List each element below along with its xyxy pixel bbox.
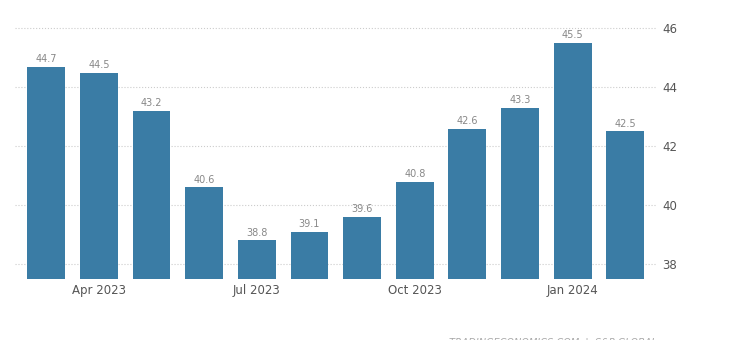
Text: 44.5: 44.5 <box>88 59 110 70</box>
Text: 43.2: 43.2 <box>141 98 162 108</box>
Bar <box>501 108 539 279</box>
Bar <box>554 43 592 279</box>
Bar <box>27 67 65 279</box>
Text: 42.6: 42.6 <box>457 116 478 125</box>
Text: 44.7: 44.7 <box>36 54 57 64</box>
Text: 40.8: 40.8 <box>404 169 426 178</box>
Text: 39.6: 39.6 <box>351 204 373 214</box>
Text: 42.5: 42.5 <box>615 119 637 129</box>
Bar <box>448 129 486 279</box>
Bar <box>238 240 276 279</box>
Text: 45.5: 45.5 <box>562 30 583 40</box>
Text: 38.8: 38.8 <box>246 227 267 238</box>
Text: 40.6: 40.6 <box>193 174 215 185</box>
Bar <box>343 217 381 279</box>
Text: TRADINGECONOMICS.COM  |  S&P GLOBAL: TRADINGECONOMICS.COM | S&P GLOBAL <box>449 337 657 340</box>
Bar <box>133 111 171 279</box>
Bar <box>396 182 434 279</box>
Bar <box>185 187 223 279</box>
Text: 43.3: 43.3 <box>510 95 531 105</box>
Bar <box>607 132 645 279</box>
Bar <box>291 232 328 279</box>
Text: 39.1: 39.1 <box>299 219 320 229</box>
Bar <box>80 72 118 279</box>
